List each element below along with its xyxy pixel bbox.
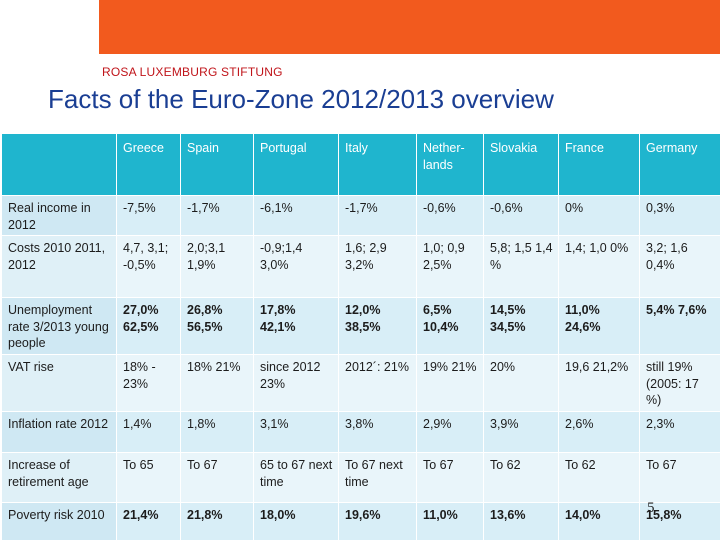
table-cell: 4,7, 3,1; -0,5% [116,235,181,298]
table-cell: To 62 [483,452,559,503]
table-cell: 2,0;3,1 1,9% [180,235,254,298]
table-cell: since 2012 23% [253,354,339,412]
table-cell: 14,5% 34,5% [483,297,559,355]
table-cell: 18,0% [253,502,339,540]
table-cell: -0,6% [483,195,559,236]
row-label: Poverty risk 2010 [1,502,117,540]
table-cell: 12,0% 38,5% [338,297,417,355]
table-cell: 18% - 23% [116,354,181,412]
table-cell: 14,0% [558,502,640,540]
table-cell: -0,9;1,4 3,0% [253,235,339,298]
table-cell: -0,6% [416,195,484,236]
row-label: Inflation rate 2012 [1,411,117,453]
table-cell: 20% [483,354,559,412]
column-header: Greece [116,133,181,196]
table-cell: 2,9% [416,411,484,453]
table-cell: -6,1% [253,195,339,236]
table-cell: 5,8; 1,5 1,4 % [483,235,559,298]
slide-title: Facts of the Euro-Zone 2012/2013 overvie… [48,84,554,114]
table-cell: 1,8% [180,411,254,453]
row-label: VAT rise [1,354,117,412]
table-cell: 17,8% 42,1% [253,297,339,355]
table-cell: To 67 next time [338,452,417,503]
table-cell: 0,3% [639,195,720,236]
table-cell: 6,5% 10,4% [416,297,484,355]
row-label: Costs 2010 2011, 2012 [1,235,117,298]
table-cell: To 62 [558,452,640,503]
table-cell: 27,0% 62,5% [116,297,181,355]
table-cell: 5,4% 7,6% [639,297,720,355]
table-cell: 1,6; 2,9 3,2% [338,235,417,298]
table-cell: To 65 [116,452,181,503]
table-cell: 19% 21% [416,354,484,412]
table-cell: 3,1% [253,411,339,453]
table-cell: 1,4; 1,0 0% [558,235,640,298]
row-label: Real income in 2012 [1,195,117,236]
column-header: Nether-lands [416,133,484,196]
table-row: Real income in 2012 -7,5% -1,7% -6,1% -1,7% -… [1,195,720,236]
table-header-row: Greece Spain Portugal Italy Nether-lands… [1,133,720,196]
table-cell: -1,7% [180,195,254,236]
row-label: Unemployment rate 3/2013 young people [1,297,117,355]
table-cell: 19,6 21,2% [558,354,640,412]
column-header: France [558,133,640,196]
table-cell: 2,6% [558,411,640,453]
table-cell: 21,8% [180,502,254,540]
table-row: Costs 2010 2011, 2012 4,7, 3,1; -0,5% 2,0;… [1,235,720,298]
row-label: Increase of retirement age [1,452,117,503]
table-cell: still 19% (2005: 17 %) [639,354,720,412]
table-cell: 13,6% [483,502,559,540]
column-header: Portugal [253,133,339,196]
table-cell: 65 to 67 next time [253,452,339,503]
table-cell: 11,0% [416,502,484,540]
table-cell: 19,6% [338,502,417,540]
table-cell: 21,4% [116,502,181,540]
eurozone-facts-table: Greece Spain Portugal Italy Nether-lands… [1,133,720,540]
table-cell: 3,2; 1,6 0,4% [639,235,720,298]
table-cell: 2012´: 21% [338,354,417,412]
table-cell: 1,4% [116,411,181,453]
table-cell: To 67 [180,452,254,503]
table-cell: -1,7% [338,195,417,236]
column-header: Spain [180,133,254,196]
table-cell: 11,0% 24,6% [558,297,640,355]
table-cell: -7,5% [116,195,181,236]
column-header: Germany [639,133,720,196]
table-cell: 26,8% 56,5% [180,297,254,355]
column-header: Slovakia [483,133,559,196]
table-cell: 2,3% [639,411,720,453]
header-banner [99,0,720,54]
table-row: Increase of retirement age To 65 To 67 65 t… [1,452,720,503]
organization-name: ROSA LUXEMBURG STIFTUNG [102,65,283,79]
table-row: Inflation rate 2012 1,4% 1,8% 3,1% 3,8% 2,9% 3… [1,411,720,453]
table-cell: 15,8% [639,502,720,540]
table-cell: To 67 [416,452,484,503]
table-cell: 1,0; 0,9 2,5% [416,235,484,298]
table-row: Unemployment rate 3/2013 young people 27,… [1,297,720,355]
page-number: 5 [647,500,655,516]
table-cell: To 67 [639,452,720,503]
column-header: Italy [338,133,417,196]
table-cell: 0% [558,195,640,236]
table-cell: 3,9% [483,411,559,453]
table-row: VAT rise 18% - 23% 18% 21% since 2012 23% 20… [1,354,720,412]
header-corner-cell [1,133,117,196]
table-row: Poverty risk 2010 21,4% 21,8% 18,0% 19,6% 11,… [1,502,720,540]
table-cell: 3,8% [338,411,417,453]
table-cell: 18% 21% [180,354,254,412]
